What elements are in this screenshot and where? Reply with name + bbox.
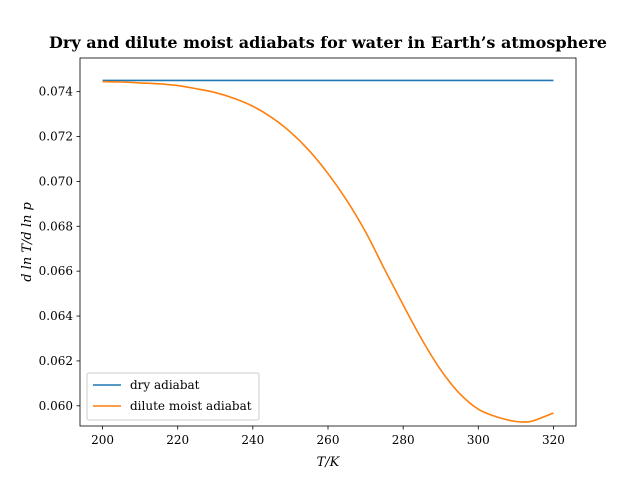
x-tick-label: 240 [241, 433, 264, 447]
y-axis-label: d ln T/d ln p [20, 202, 35, 282]
series-line-1 [102, 80, 554, 423]
y-tick-label: 0.068 [39, 219, 73, 233]
x-tick-label: 300 [467, 433, 490, 447]
y-tick-label: 0.060 [39, 399, 73, 413]
x-tick-label: 280 [392, 433, 415, 447]
legend-label: dry adiabat [130, 378, 200, 392]
x-tick-label: 200 [91, 433, 114, 447]
plot-area [80, 58, 576, 426]
legend-box [86, 372, 260, 421]
x-tick-label: 220 [166, 433, 189, 447]
x-axis-label: T/K [317, 455, 341, 470]
legend: dry adiabat dilute moist adiabat [86, 372, 260, 421]
x-tick-label: 320 [542, 433, 565, 447]
y-tick-label: 0.070 [39, 174, 73, 188]
series-layer [102, 79, 554, 423]
chart-title: Dry and dilute moist adiabats for water … [49, 33, 607, 52]
x-tick-label: 260 [317, 433, 340, 447]
y-axis-ticks: 0.060 0.062 0.064 0.066 0.068 0.070 0.072 0.074 [39, 85, 80, 413]
y-tick-label: 0.064 [39, 309, 74, 323]
legend-label: dilute moist adiabat [130, 399, 252, 413]
y-tick-label: 0.072 [39, 130, 73, 144]
y-tick-label: 0.066 [39, 264, 73, 278]
y-tick-label: 0.062 [39, 354, 73, 368]
y-tick-label: 0.074 [39, 85, 74, 99]
x-axis-ticks: 200 220 240 260 280 300 320 [91, 426, 565, 447]
